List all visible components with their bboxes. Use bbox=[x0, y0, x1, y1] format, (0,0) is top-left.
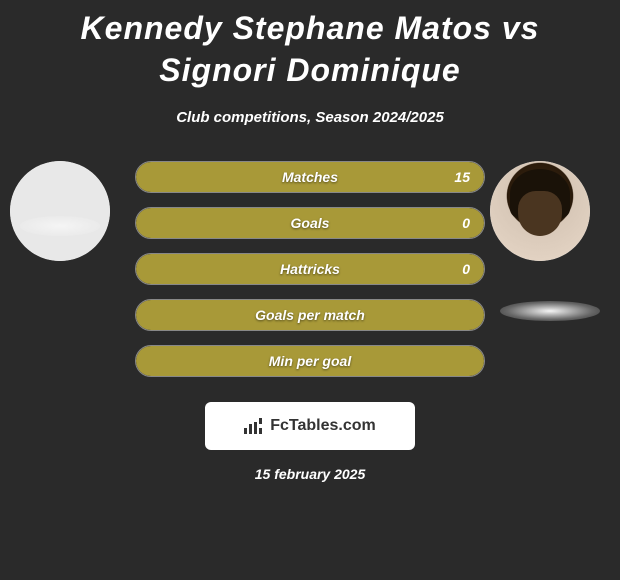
season-subtitle: Club competitions, Season 2024/2025 bbox=[0, 109, 620, 126]
player2-avatar bbox=[490, 161, 590, 261]
stat-label: Matches bbox=[282, 169, 338, 185]
stat-bars: Matches 15 Goals 0 Hattricks 0 Goals per… bbox=[135, 161, 485, 377]
player1-avatar bbox=[10, 161, 110, 261]
avatar-placeholder-icon bbox=[10, 161, 110, 261]
stat-value-right: 15 bbox=[454, 169, 470, 185]
stat-row-goals-per-match: Goals per match bbox=[135, 299, 485, 331]
player2-face-icon bbox=[490, 161, 590, 261]
player2-shadow bbox=[500, 301, 600, 321]
comparison-title: Kennedy Stephane Matos vs Signori Domini… bbox=[0, 0, 620, 91]
stat-value-right: 0 bbox=[462, 215, 470, 231]
stats-container: Matches 15 Goals 0 Hattricks 0 Goals per… bbox=[0, 161, 620, 377]
stat-label: Min per goal bbox=[269, 353, 351, 369]
stat-label: Hattricks bbox=[280, 261, 340, 277]
stat-row-goals: Goals 0 bbox=[135, 207, 485, 239]
stat-row-min-per-goal: Min per goal bbox=[135, 345, 485, 377]
chart-bars-icon bbox=[244, 418, 264, 434]
brand-text: FcTables.com bbox=[270, 417, 376, 435]
date-label: 15 february 2025 bbox=[0, 466, 620, 482]
stat-label: Goals bbox=[291, 215, 330, 231]
stat-value-right: 0 bbox=[462, 261, 470, 277]
brand-badge[interactable]: FcTables.com bbox=[205, 402, 415, 450]
stat-label: Goals per match bbox=[255, 307, 365, 323]
stat-row-matches: Matches 15 bbox=[135, 161, 485, 193]
stat-row-hattricks: Hattricks 0 bbox=[135, 253, 485, 285]
